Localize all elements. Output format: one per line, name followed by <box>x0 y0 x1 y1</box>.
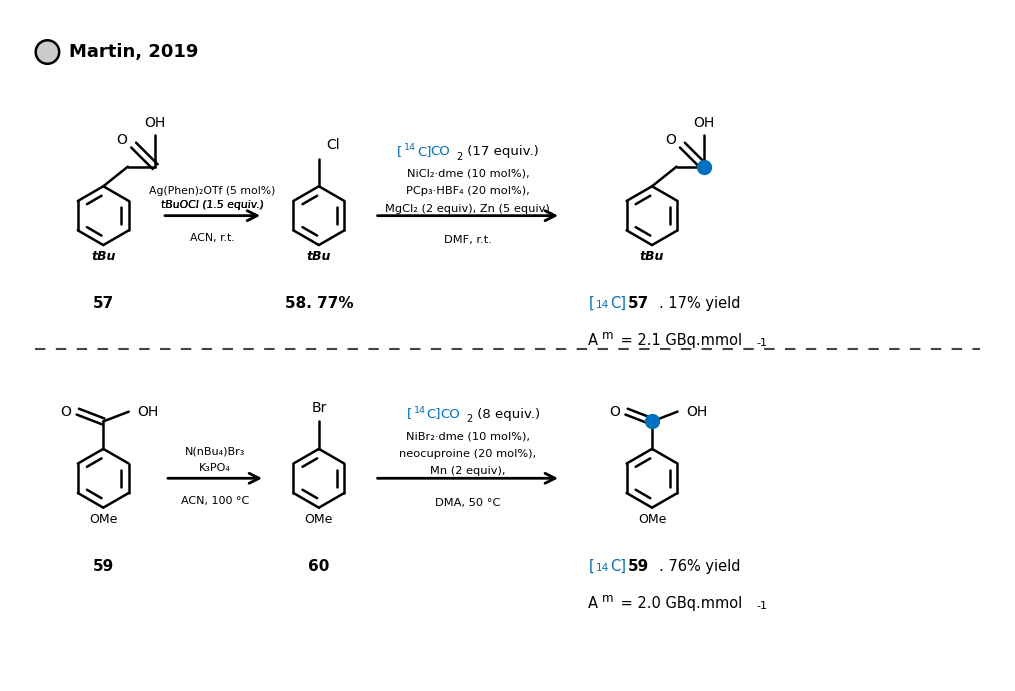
Text: O: O <box>609 405 620 419</box>
Text: [: [ <box>589 558 594 574</box>
Text: OMe: OMe <box>637 513 666 526</box>
Text: C]: C] <box>610 558 626 574</box>
Text: N(nBu₄)Br₃: N(nBu₄)Br₃ <box>185 446 246 457</box>
Text: [: [ <box>589 296 594 311</box>
Text: [: [ <box>407 408 412 421</box>
Text: ACN, r.t.: ACN, r.t. <box>190 234 234 243</box>
Text: tBu: tBu <box>639 250 664 263</box>
Text: 14: 14 <box>404 143 416 152</box>
Text: MgCl₂ (2 equiv), Zn (5 equiv): MgCl₂ (2 equiv), Zn (5 equiv) <box>386 204 550 214</box>
Text: 14: 14 <box>596 562 609 573</box>
Text: = 2.1 GBq.mmol: = 2.1 GBq.mmol <box>616 333 742 348</box>
Text: 58. 77%: 58. 77% <box>284 296 353 311</box>
Text: 14: 14 <box>596 300 609 310</box>
Text: Ag(Phen)₂OTf (5 mol%): Ag(Phen)₂OTf (5 mol%) <box>149 186 276 196</box>
Text: 57: 57 <box>627 296 649 311</box>
Text: 14: 14 <box>414 406 426 415</box>
Text: DMF, r.t.: DMF, r.t. <box>444 235 491 245</box>
Text: 2: 2 <box>466 415 472 424</box>
Text: tBuOCl (1.5 equiv.): tBuOCl (1.5 equiv.) <box>161 200 264 210</box>
Text: (17 equiv.): (17 equiv.) <box>463 145 539 158</box>
Text: Br: Br <box>312 401 327 415</box>
Text: neocuproine (20 mol%),: neocuproine (20 mol%), <box>399 448 536 459</box>
Text: -1: -1 <box>757 600 768 611</box>
Text: tBu: tBu <box>91 250 116 263</box>
Text: -1: -1 <box>757 338 768 348</box>
Text: DMA, 50 °C: DMA, 50 °C <box>435 498 500 508</box>
Text: tBuOCl (1.5 equiv.): tBuOCl (1.5 equiv.) <box>161 200 264 210</box>
Text: C]: C] <box>426 408 442 421</box>
Text: PCp₃·HBF₄ (20 mol%),: PCp₃·HBF₄ (20 mol%), <box>406 186 530 196</box>
Text: K₃PO₄: K₃PO₄ <box>199 464 231 473</box>
Text: 57: 57 <box>92 296 114 311</box>
Text: 2: 2 <box>456 152 462 162</box>
Text: . 17% yield: . 17% yield <box>659 296 740 311</box>
Text: m: m <box>602 592 613 605</box>
Text: CO: CO <box>441 408 460 421</box>
Text: (8 equiv.): (8 equiv.) <box>473 408 540 421</box>
Text: NiCl₂·dme (10 mol%),: NiCl₂·dme (10 mol%), <box>406 169 529 178</box>
Text: ACN, 100 °C: ACN, 100 °C <box>181 496 249 506</box>
Text: [: [ <box>397 145 403 158</box>
Text: 59: 59 <box>92 558 114 574</box>
Text: tBu: tBu <box>307 250 331 263</box>
Text: C]: C] <box>417 145 431 158</box>
Text: OH: OH <box>686 405 707 419</box>
Text: OMe: OMe <box>89 513 118 526</box>
Text: NiBr₂·dme (10 mol%),: NiBr₂·dme (10 mol%), <box>406 431 530 441</box>
Text: Martin, 2019: Martin, 2019 <box>69 43 198 61</box>
Text: Mn (2 equiv),: Mn (2 equiv), <box>430 466 505 476</box>
Text: O: O <box>117 133 127 147</box>
Text: 59: 59 <box>627 558 649 574</box>
Text: C]: C] <box>610 296 626 311</box>
Text: A: A <box>589 333 598 348</box>
Text: OH: OH <box>144 115 165 130</box>
Text: = 2.0 GBq.mmol: = 2.0 GBq.mmol <box>616 596 742 611</box>
Text: CO: CO <box>430 145 451 158</box>
Text: OH: OH <box>138 405 159 419</box>
Text: . 76% yield: . 76% yield <box>659 558 740 574</box>
Text: O: O <box>665 133 676 147</box>
Text: OH: OH <box>693 115 715 130</box>
Text: OMe: OMe <box>304 513 333 526</box>
Circle shape <box>36 40 59 64</box>
Text: Cl: Cl <box>326 138 339 152</box>
Text: m: m <box>602 330 613 342</box>
Text: A: A <box>589 596 598 611</box>
Text: 60: 60 <box>309 558 330 574</box>
Text: O: O <box>61 405 71 419</box>
